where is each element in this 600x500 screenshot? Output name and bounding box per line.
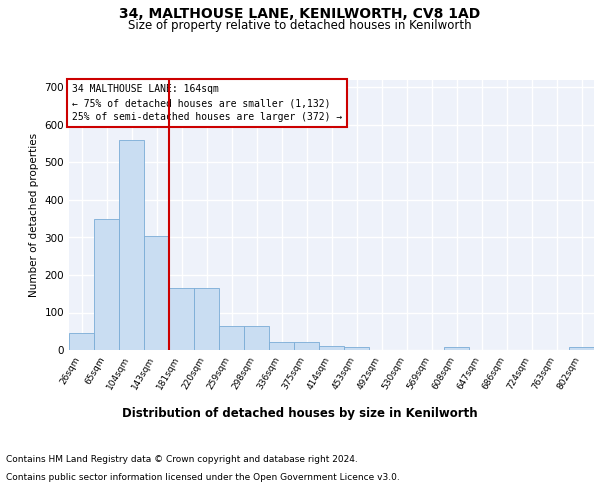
Bar xyxy=(94,219,119,350)
Bar xyxy=(119,140,144,350)
Bar xyxy=(69,333,94,350)
Text: Contains public sector information licensed under the Open Government Licence v3: Contains public sector information licen… xyxy=(6,472,400,482)
Text: 34, MALTHOUSE LANE, KENILWORTH, CV8 1AD: 34, MALTHOUSE LANE, KENILWORTH, CV8 1AD xyxy=(119,8,481,22)
Bar xyxy=(319,346,344,350)
Bar xyxy=(144,236,169,350)
Y-axis label: Number of detached properties: Number of detached properties xyxy=(29,133,39,297)
Text: Size of property relative to detached houses in Kenilworth: Size of property relative to detached ho… xyxy=(128,19,472,32)
Bar xyxy=(169,288,194,350)
Bar xyxy=(194,288,219,350)
Bar xyxy=(444,347,469,350)
Bar xyxy=(269,342,294,350)
Text: Contains HM Land Registry data © Crown copyright and database right 2024.: Contains HM Land Registry data © Crown c… xyxy=(6,455,358,464)
Text: Distribution of detached houses by size in Kenilworth: Distribution of detached houses by size … xyxy=(122,408,478,420)
Bar xyxy=(219,326,244,350)
Bar xyxy=(344,347,369,350)
Bar xyxy=(569,347,594,350)
Bar xyxy=(294,342,319,350)
Bar xyxy=(244,326,269,350)
Text: 34 MALTHOUSE LANE: 164sqm
← 75% of detached houses are smaller (1,132)
25% of se: 34 MALTHOUSE LANE: 164sqm ← 75% of detac… xyxy=(71,84,342,122)
